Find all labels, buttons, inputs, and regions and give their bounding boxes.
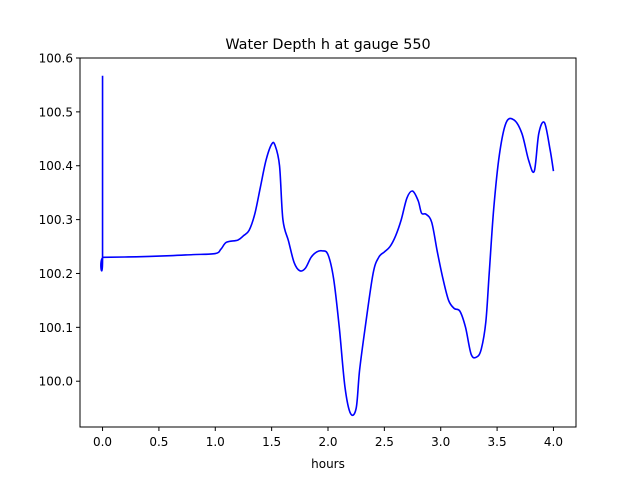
x-tick-label: 4.0 xyxy=(544,435,563,449)
y-tick-label: 100.5 xyxy=(39,105,73,119)
plot-area xyxy=(100,75,555,417)
y-axis: 100.0 100.1 100.2 100.3 100.4 100.5 100.6 xyxy=(39,52,80,389)
x-axis-label: hours xyxy=(311,457,345,471)
chart-title: Water Depth h at gauge 550 xyxy=(225,37,430,53)
x-tick-label: 0.5 xyxy=(149,435,168,449)
y-tick-label: 100.0 xyxy=(39,375,73,389)
series-line-0 xyxy=(100,75,555,417)
x-tick-label: 0.0 xyxy=(93,435,112,449)
y-tick-label: 100.6 xyxy=(39,52,73,66)
y-tick-label: 100.2 xyxy=(39,267,73,281)
x-tick-label: 1.0 xyxy=(206,435,225,449)
y-tick-label: 100.1 xyxy=(39,321,73,335)
x-tick-label: 3.5 xyxy=(488,435,507,449)
y-tick-label: 100.4 xyxy=(39,159,73,173)
x-axis: 0.0 0.5 1.0 1.5 2.0 2.5 3.0 3.5 4.0 xyxy=(93,427,563,449)
x-tick-label: 1.5 xyxy=(262,435,281,449)
y-tick-label: 100.3 xyxy=(39,213,73,227)
x-tick-label: 2.0 xyxy=(318,435,337,449)
x-tick-label: 3.0 xyxy=(431,435,450,449)
x-tick-label: 2.5 xyxy=(375,435,394,449)
